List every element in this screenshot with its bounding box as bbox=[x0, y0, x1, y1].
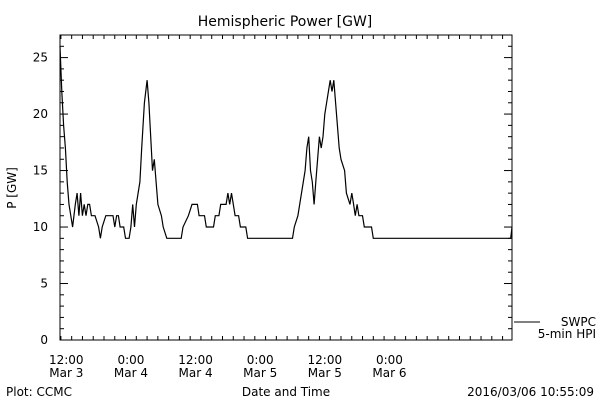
x-tick-label-date: Mar 5 bbox=[243, 366, 277, 380]
legend-swpc: SWPC bbox=[561, 315, 596, 329]
y-axis-label: P [GW] bbox=[5, 167, 19, 209]
y-tick-label: 20 bbox=[33, 107, 48, 121]
y-tick-label: 10 bbox=[33, 220, 48, 234]
footer-timestamp: 2016/03/06 10:55:09 bbox=[467, 385, 594, 399]
plot-frame bbox=[59, 34, 513, 341]
chart-title: Hemispheric Power [GW] bbox=[198, 14, 373, 30]
x-tick-label-date: Mar 3 bbox=[49, 366, 83, 380]
axis-ticks bbox=[60, 34, 512, 341]
x-tick-label-time: 12:00 bbox=[178, 353, 213, 367]
x-tick-label-time: 0:00 bbox=[247, 353, 274, 367]
x-tick-label-time: 0:00 bbox=[117, 353, 144, 367]
x-tick-label-time: 0:00 bbox=[376, 353, 403, 367]
footer-plot-source: Plot: CCMC bbox=[6, 385, 72, 399]
series-layer bbox=[59, 46, 513, 239]
x-tick-label-date: Mar 4 bbox=[179, 366, 213, 380]
x-tick-label-date: Mar 5 bbox=[308, 366, 342, 380]
y-tick-label: 0 bbox=[40, 333, 48, 347]
series-line bbox=[59, 46, 513, 239]
x-tick-label-time: 12:00 bbox=[308, 353, 343, 367]
legend-hpi: 5-min HPI bbox=[538, 327, 596, 341]
x-tick-label-time: 12:00 bbox=[49, 353, 84, 367]
x-axis-label: Date and Time bbox=[242, 385, 330, 399]
y-tick-labels: 0 5 10 15 20 25 bbox=[33, 51, 48, 347]
x-tick-label-date: Mar 6 bbox=[372, 366, 406, 380]
x-tick-label-date: Mar 4 bbox=[114, 366, 148, 380]
y-tick-label: 5 bbox=[40, 277, 48, 291]
y-tick-label: 25 bbox=[33, 51, 48, 65]
y-tick-label: 15 bbox=[33, 164, 48, 178]
